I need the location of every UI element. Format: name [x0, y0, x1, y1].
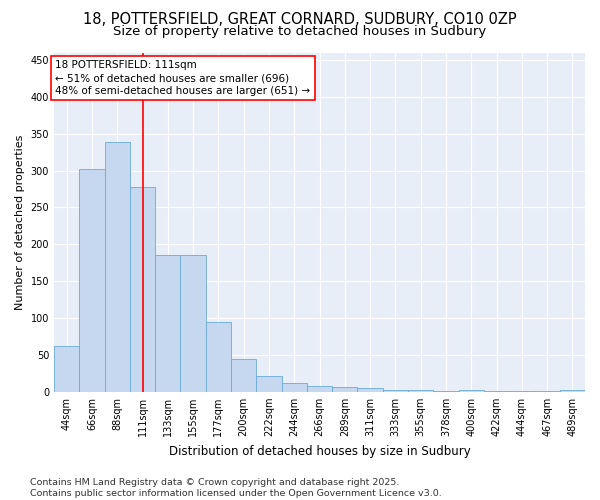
Bar [231, 358, 256, 392]
Bar [509, 391, 535, 392]
Y-axis label: Number of detached properties: Number of detached properties [15, 134, 25, 310]
Bar [535, 391, 560, 392]
Bar [332, 388, 358, 392]
Bar [383, 390, 408, 392]
Text: Size of property relative to detached houses in Sudbury: Size of property relative to detached ho… [113, 25, 487, 38]
Text: Contains HM Land Registry data © Crown copyright and database right 2025.
Contai: Contains HM Land Registry data © Crown c… [30, 478, 442, 498]
Text: 18, POTTERSFIELD, GREAT CORNARD, SUDBURY, CO10 0ZP: 18, POTTERSFIELD, GREAT CORNARD, SUDBURY… [83, 12, 517, 28]
Bar [307, 386, 332, 392]
Bar [256, 376, 281, 392]
Bar [433, 391, 458, 392]
Bar [181, 256, 206, 392]
Bar [408, 390, 433, 392]
X-axis label: Distribution of detached houses by size in Sudbury: Distribution of detached houses by size … [169, 444, 470, 458]
Bar [281, 383, 307, 392]
Bar [484, 391, 509, 392]
Bar [104, 142, 130, 392]
Bar [560, 390, 585, 392]
Bar [458, 390, 484, 392]
Bar [206, 322, 231, 392]
Bar [54, 346, 79, 392]
Text: 18 POTTERSFIELD: 111sqm
← 51% of detached houses are smaller (696)
48% of semi-d: 18 POTTERSFIELD: 111sqm ← 51% of detache… [55, 60, 310, 96]
Bar [358, 388, 383, 392]
Bar [79, 169, 104, 392]
Bar [155, 256, 181, 392]
Bar [130, 188, 155, 392]
